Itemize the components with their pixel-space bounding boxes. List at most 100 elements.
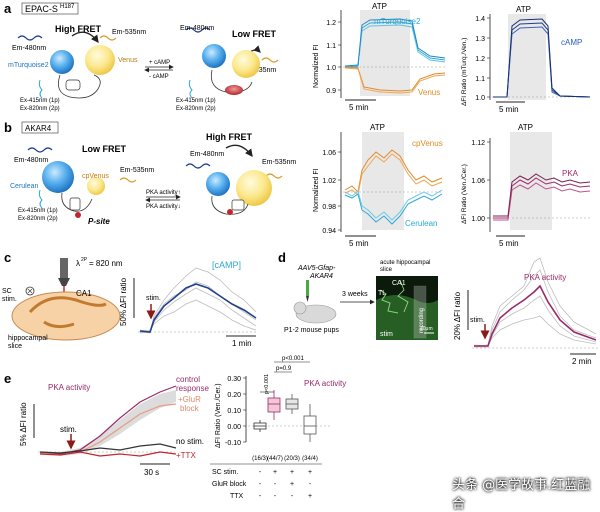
series-pka-d: PKA activity bbox=[524, 273, 566, 282]
plus-camp: + cAMP bbox=[149, 60, 170, 66]
tick-a2-2: 1.2 bbox=[475, 56, 485, 63]
ca1-label-c: CA1 bbox=[76, 289, 92, 298]
tick-b2-1: 1.06 bbox=[471, 178, 485, 185]
ytick-e-1: 0.20 bbox=[227, 392, 241, 399]
series-camp-c: [cAMP] bbox=[212, 260, 241, 270]
pvalue-2: p=0.9 bbox=[276, 366, 292, 372]
panel-c: c λ 2P = 820 nm SC stim. CA1 hippocampal… bbox=[2, 250, 258, 350]
ex1p-label-b1: Ex-415nm (1p) bbox=[18, 208, 58, 214]
pvalue-1: p<0.001 bbox=[264, 374, 270, 394]
scale-a2: 5 min bbox=[499, 105, 519, 114]
box-group-2 bbox=[267, 397, 281, 413]
sensor-b-high-fret-diagram: Em-480nm High FRET Em-535nm bbox=[185, 132, 296, 215]
hippocampal-slice-illustration: λ 2P = 820 nm SC stim. CA1 hippocampal s… bbox=[2, 257, 123, 350]
sensor-a-high-fret-diagram: Em-480nm High FRET Em-535nm mTurquoise2 … bbox=[8, 24, 146, 112]
turquoise-shape-a1 bbox=[50, 50, 74, 74]
ex2p-label-b1: Ex-820nm (2p) bbox=[18, 216, 58, 222]
ylabel-a2: ΔFI Ratio (mTurq./Ven.) bbox=[461, 38, 468, 106]
ytick-e-2: 0.10 bbox=[227, 408, 241, 415]
scale-a1: 5 min bbox=[349, 103, 369, 112]
row0-mark1: + bbox=[273, 469, 277, 476]
tick-a1-0: 1.2 bbox=[326, 20, 336, 27]
pvalue-3: p<0.001 bbox=[282, 356, 305, 362]
em480-label-b2: Em-480nm bbox=[190, 151, 224, 158]
row1-mark0: - bbox=[259, 481, 262, 488]
series-venus-a1: Venus bbox=[418, 88, 440, 97]
row-label-0: SC stim. bbox=[212, 469, 239, 476]
series-cpvenus-b1: cpVenus bbox=[412, 139, 443, 148]
em535-label-b2: Em-535nm bbox=[262, 159, 296, 166]
tick-b1-3: 0.94 bbox=[322, 228, 336, 235]
high-fret-label-a: High FRET bbox=[55, 24, 101, 34]
fluorescence-image: CA1 TL stim recording 20μm bbox=[376, 276, 438, 340]
panel-e-letter: e bbox=[4, 371, 11, 386]
watermark: 头条 @医学故事.红蓝融合 bbox=[452, 478, 591, 512]
cpvenus-shape-b1 bbox=[87, 177, 105, 195]
scale-b1: 5 min bbox=[349, 239, 369, 248]
low-fret-label-a: Low FRET bbox=[232, 29, 276, 39]
atp-label-a2: ATP bbox=[516, 5, 531, 14]
ex2p-label-a1: Ex-820nm (2p) bbox=[20, 106, 60, 112]
scale-d: 2 min bbox=[572, 357, 592, 366]
row2-mark1: - bbox=[274, 493, 277, 500]
box-group-4 bbox=[303, 415, 317, 435]
venus-shape-a2 bbox=[232, 50, 260, 78]
glur-label-2: block bbox=[180, 404, 200, 413]
panel-d-letter: d bbox=[278, 250, 286, 265]
trace-d: 20% ΔFI ratio PKA activity stim. 2 min bbox=[453, 257, 598, 366]
row1-mark2: + bbox=[290, 481, 294, 488]
venus-shape-a1 bbox=[85, 45, 115, 75]
sensor-b-low-fret-diagram: Low FRET Em-480nm cpVenus Em-535nm Cerul… bbox=[10, 144, 154, 226]
scale-image-d: 20μm bbox=[420, 326, 433, 332]
group-n-1: (16/3) bbox=[252, 456, 268, 462]
panel-b: b AKAR4 Low FRET Em-480nm cpVenus Em-535… bbox=[4, 120, 591, 248]
panel-d: d AAV5-Gfap- AKAR4 P1-2 mouse pups 3 wee… bbox=[278, 250, 598, 366]
group-n-2: (44/7) bbox=[267, 456, 283, 462]
group-n-4: (34/4) bbox=[302, 456, 318, 462]
panel-c-letter: c bbox=[4, 250, 11, 265]
sensor-name-b: AKAR4 bbox=[25, 124, 52, 133]
turquoise-shape-a2 bbox=[202, 44, 226, 68]
tick-a2-4: 1.0 bbox=[475, 95, 485, 102]
cerulean-shape-b2 bbox=[206, 172, 230, 196]
virus-injection-illustration: AAV5-Gfap- AKAR4 P1-2 mouse pups 3 weeks… bbox=[284, 260, 430, 334]
weeks-label: 3 weeks bbox=[342, 291, 368, 298]
slice-label-1: hippocampal bbox=[8, 335, 48, 342]
cpvenus-shape-b2 bbox=[236, 170, 272, 206]
ylabel-b1: Normalized FI bbox=[313, 168, 320, 212]
row1-mark1: - bbox=[274, 481, 277, 488]
sensor-a-low-fret-diagram: Em-480nm Low FRET Em-535nm Ex-415nm (1p)… bbox=[176, 25, 279, 112]
ylabel-a1: Normalized FI bbox=[313, 44, 320, 88]
minus-camp: - cAMP bbox=[149, 74, 169, 80]
trace-a1: ATP 1.2 1.1 1.0 0.9 Normalized FI mTurqu… bbox=[313, 2, 446, 112]
trace-b2: ATP 1.12 1.06 1.00 ΔFI Ratio (Ven./Cer.)… bbox=[461, 123, 591, 248]
pka-equilibrium: PKA activity↑ PKA activity↓ bbox=[145, 190, 181, 210]
scale-b2: 5 min bbox=[499, 239, 519, 248]
boxplot-e: 0.30 0.20 0.10 0.00 -0.10 ΔFI Ratio (Ven… bbox=[210, 356, 346, 500]
high-fret-label-b: High FRET bbox=[206, 132, 252, 142]
psite-label-b: P-site bbox=[88, 217, 110, 226]
tick-b1-2: 0.98 bbox=[322, 204, 336, 211]
row2-mark2: - bbox=[291, 493, 294, 500]
acute-label-2: slice bbox=[380, 267, 393, 273]
stim-label-d: stim bbox=[380, 331, 393, 338]
acute-label-1: acute hippocampal bbox=[380, 260, 430, 266]
tick-a1-1: 1.1 bbox=[326, 43, 336, 50]
title-e: PKA activity bbox=[48, 383, 90, 392]
tick-a1-3: 0.9 bbox=[326, 88, 336, 95]
tl-label-d: TL bbox=[378, 290, 386, 297]
panel-b-letter: b bbox=[4, 120, 12, 135]
ex2p-label-a2: Ex-820nm (2p) bbox=[176, 106, 216, 112]
sc-label: SC bbox=[2, 288, 12, 295]
em480-label-a1: Em-480nm bbox=[12, 45, 46, 52]
row2-mark0: - bbox=[259, 493, 262, 500]
row-label-1: GluR block bbox=[212, 481, 247, 488]
box-title-e: PKA activity bbox=[304, 379, 346, 388]
cerulean-shape-b1 bbox=[42, 161, 74, 193]
condition-table: SC stim. - + + + GluR block - - + - TTX … bbox=[210, 463, 322, 500]
pka-down: PKA activity↓ bbox=[146, 204, 181, 210]
atp-label-b2: ATP bbox=[518, 123, 533, 132]
atp-label-a1: ATP bbox=[372, 2, 387, 11]
row0-mark3: + bbox=[308, 469, 312, 476]
acceptor-label-a: Venus bbox=[118, 57, 138, 64]
